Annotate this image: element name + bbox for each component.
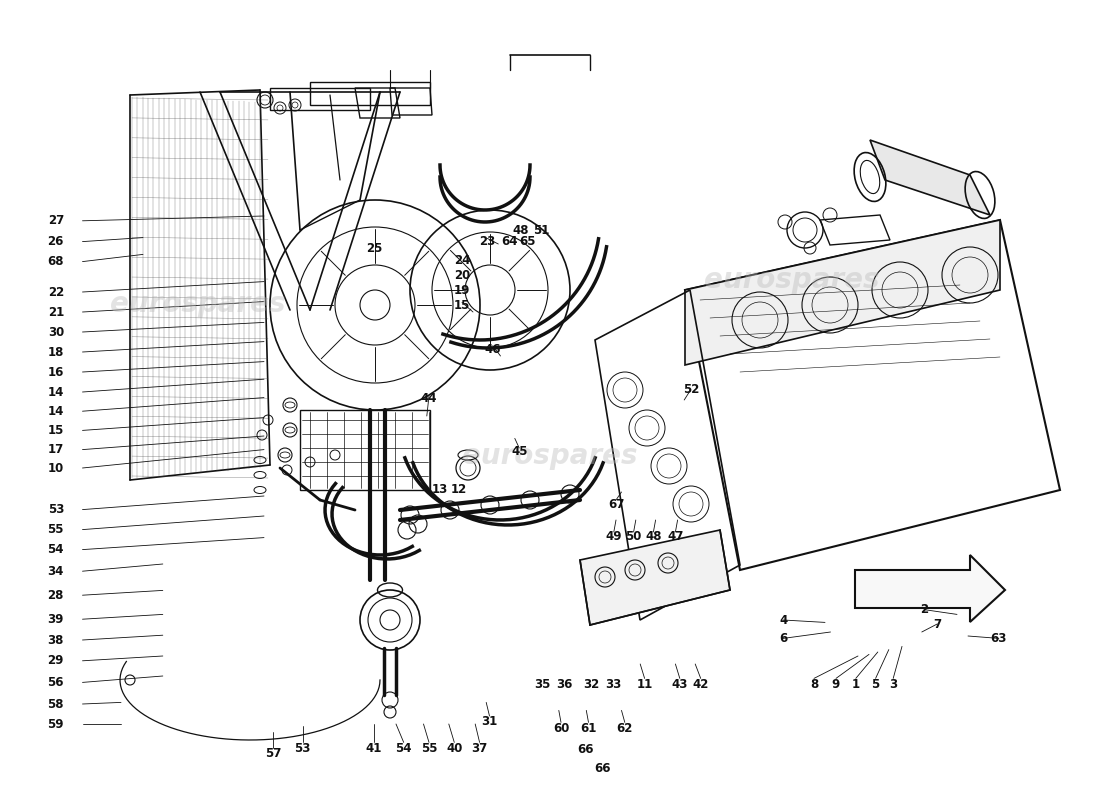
Text: 59: 59 — [47, 718, 64, 730]
Text: 47: 47 — [668, 530, 683, 542]
Text: 22: 22 — [47, 286, 64, 298]
Text: 49: 49 — [606, 530, 623, 542]
Text: 39: 39 — [47, 613, 64, 626]
Text: 19: 19 — [454, 284, 470, 297]
Text: 38: 38 — [47, 634, 64, 646]
Text: 53: 53 — [295, 742, 310, 754]
Text: 42: 42 — [693, 678, 708, 690]
Text: 1: 1 — [851, 678, 860, 690]
Text: 16: 16 — [47, 366, 64, 378]
Text: 5: 5 — [871, 678, 880, 690]
Text: 41: 41 — [366, 742, 382, 754]
Text: 67: 67 — [608, 498, 624, 510]
Text: 9: 9 — [832, 678, 840, 690]
Text: 36: 36 — [557, 678, 572, 690]
Text: 55: 55 — [47, 523, 64, 536]
Text: 30: 30 — [47, 326, 64, 338]
Text: 55: 55 — [420, 742, 438, 754]
Text: 43: 43 — [672, 678, 688, 690]
Text: 27: 27 — [47, 214, 64, 227]
Text: 58: 58 — [47, 698, 64, 710]
Text: 56: 56 — [47, 676, 64, 689]
Text: 26: 26 — [47, 235, 64, 248]
Text: 4: 4 — [779, 614, 788, 626]
Text: 68: 68 — [47, 255, 64, 268]
Polygon shape — [870, 140, 990, 215]
Text: 46: 46 — [484, 343, 502, 356]
Text: 40: 40 — [447, 742, 462, 754]
Text: 14: 14 — [47, 386, 64, 398]
Text: 54: 54 — [47, 543, 64, 556]
Text: 7: 7 — [933, 618, 942, 630]
Text: 66: 66 — [576, 743, 593, 756]
Text: 44: 44 — [420, 392, 438, 405]
Text: 64: 64 — [502, 235, 517, 248]
Text: 15: 15 — [454, 299, 470, 312]
Text: 6: 6 — [779, 632, 788, 645]
Text: 14: 14 — [47, 405, 64, 418]
Text: eurospares: eurospares — [704, 266, 880, 294]
Text: 53: 53 — [47, 503, 64, 516]
Text: eurospares: eurospares — [110, 290, 286, 318]
Text: 60: 60 — [553, 722, 569, 734]
Text: 12: 12 — [451, 483, 466, 496]
Text: 48: 48 — [645, 530, 661, 542]
Text: 2: 2 — [920, 603, 928, 616]
Text: 45: 45 — [510, 446, 527, 458]
Text: 8: 8 — [810, 678, 818, 690]
Text: 15: 15 — [47, 424, 64, 437]
Text: 3: 3 — [889, 678, 898, 690]
Text: 32: 32 — [584, 678, 600, 690]
Text: 23: 23 — [480, 235, 495, 248]
Text: 20: 20 — [454, 269, 470, 282]
Text: 57: 57 — [265, 747, 280, 760]
Text: 63: 63 — [991, 632, 1006, 645]
Polygon shape — [855, 555, 1005, 622]
Text: 25: 25 — [366, 242, 382, 254]
Polygon shape — [685, 220, 1000, 365]
Text: 66: 66 — [595, 762, 612, 774]
Text: 11: 11 — [637, 678, 652, 690]
Polygon shape — [580, 530, 730, 625]
Text: 34: 34 — [47, 565, 64, 578]
Text: 17: 17 — [47, 443, 64, 456]
Text: 48: 48 — [512, 224, 528, 237]
Text: 62: 62 — [617, 722, 632, 734]
Text: eurospares: eurospares — [462, 442, 638, 470]
Text: 50: 50 — [626, 530, 641, 542]
Text: 10: 10 — [47, 462, 64, 474]
Text: 24: 24 — [454, 254, 470, 267]
Text: 28: 28 — [47, 589, 64, 602]
Text: 18: 18 — [47, 346, 64, 358]
Text: 29: 29 — [47, 654, 64, 667]
Text: 65: 65 — [519, 235, 537, 248]
Text: 37: 37 — [472, 742, 487, 754]
Text: 31: 31 — [482, 715, 497, 728]
Text: 54: 54 — [396, 742, 411, 754]
Text: 51: 51 — [534, 224, 549, 237]
Text: 33: 33 — [606, 678, 621, 690]
Text: 35: 35 — [535, 678, 550, 690]
Text: 61: 61 — [581, 722, 596, 734]
Text: 13: 13 — [432, 483, 448, 496]
Text: 21: 21 — [47, 306, 64, 318]
Text: 52: 52 — [683, 383, 698, 396]
